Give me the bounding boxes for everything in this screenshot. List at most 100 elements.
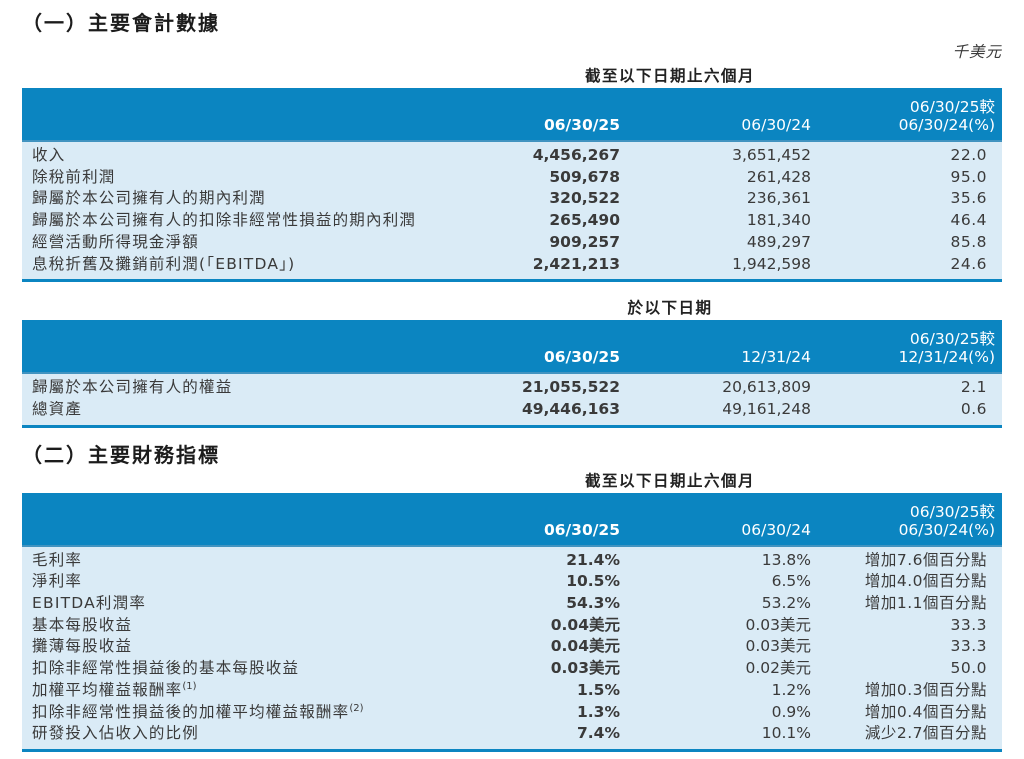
- row-label: 除稅前利潤: [22, 166, 440, 189]
- balance-sheet-table: 06/30/25 12/31/24 06/30/25較 12/31/24(%) 歸…: [22, 320, 1002, 428]
- row-label-text: 研發投入佔收入的比例: [32, 724, 200, 743]
- table-row: 加權平均權益報酬率(1) 1.5% 1.2% 增加0.3個百分點: [22, 679, 1002, 702]
- value-current-period: 1.3%: [440, 701, 620, 724]
- currency-unit-label: 千美元: [952, 43, 1002, 61]
- value-current-period: 21,055,522: [440, 373, 620, 399]
- table-row: 毛利率 21.4% 13.8% 增加7.6個百分點: [22, 545, 1002, 572]
- value-change: 增加7.6個百分點: [811, 545, 1002, 572]
- footnote-marker: (2): [349, 702, 364, 714]
- row-label: 淨利率: [22, 571, 440, 594]
- value-change: 增加0.3個百分點: [811, 679, 1002, 702]
- value-prior-period: 261,428: [620, 166, 811, 189]
- row-label-text: 攤薄每股收益: [32, 637, 133, 656]
- row-label-text: 扣除非經常性損益後的基本每股收益: [32, 659, 300, 678]
- table-row: 基本每股收益 0.04美元 0.03美元 33.3: [22, 614, 1002, 637]
- table-row: EBITDA利潤率 54.3% 53.2% 增加1.1個百分點: [22, 593, 1002, 615]
- value-change: 95.0: [811, 166, 1002, 189]
- row-label-text: 經營活動所得現金淨額: [32, 232, 200, 251]
- row-label: 收入: [22, 141, 440, 167]
- value-prior-period: 0.9%: [620, 701, 811, 724]
- section-title-2: （二）主要財務指標: [22, 442, 220, 467]
- value-prior-period: 49,161,248: [620, 398, 811, 428]
- value-current-period: 0.04美元: [440, 614, 620, 637]
- value-prior-period: 20,613,809: [620, 373, 811, 399]
- table3-body: 毛利率 21.4% 13.8% 增加7.6個百分點 淨利率 10.5% 6.5%…: [22, 545, 1002, 752]
- value-current-period: 0.04美元: [440, 636, 620, 659]
- value-change: 22.0: [811, 141, 1002, 167]
- value-current-period: 2,421,213: [440, 253, 620, 283]
- value-prior-period: 489,297: [620, 231, 811, 254]
- section-title-1: （一）主要會計數據: [22, 11, 220, 35]
- header-change: 06/30/25較 12/31/24(%): [811, 320, 1002, 375]
- value-current-period: 10.5%: [440, 571, 620, 594]
- header-label-spacer: [22, 88, 440, 142]
- row-label-text: 扣除非經常性損益後的加權平均權益報酬率: [32, 702, 350, 721]
- value-prior-period: 181,340: [620, 210, 811, 232]
- value-prior-period: 0.03美元: [620, 636, 811, 659]
- row-label-text: 淨利率: [32, 572, 83, 591]
- row-label-text: 加權平均權益報酬率: [32, 680, 183, 699]
- row-label: 毛利率: [22, 545, 440, 572]
- value-change: 46.4: [811, 210, 1002, 232]
- accounting-data-table: 06/30/25 06/30/24 06/30/25較 06/30/24(%) 收…: [22, 88, 1002, 283]
- value-change: 減少2.7個百分點: [811, 723, 1002, 752]
- value-current-period: 909,257: [440, 231, 620, 254]
- value-current-period: 509,678: [440, 166, 620, 189]
- value-current-period: 4,456,267: [440, 141, 620, 167]
- table2-body: 歸屬於本公司擁有人的權益 21,055,522 20,613,809 2.1 總…: [22, 373, 1002, 428]
- header-row: 06/30/25 06/30/24 06/30/25較 06/30/24(%): [22, 88, 1002, 142]
- value-prior-period: 3,651,452: [620, 141, 811, 167]
- value-change: 85.8: [811, 231, 1002, 254]
- row-label: 歸屬於本公司擁有人的期內利潤: [22, 188, 440, 211]
- value-prior-period: 0.03美元: [620, 614, 811, 637]
- row-label-text: 歸屬於本公司擁有人的扣除非經常性損益的期內利潤: [32, 211, 417, 230]
- header-change-line2: 06/30/24(%): [898, 116, 995, 134]
- value-prior-period: 10.1%: [620, 723, 811, 752]
- table-row: 歸屬於本公司擁有人的權益 21,055,522 20,613,809 2.1: [22, 373, 1002, 399]
- table-row: 扣除非經常性損益後的加權平均權益報酬率(2) 1.3% 0.9% 增加0.4個百…: [22, 701, 1002, 724]
- value-current-period: 49,446,163: [440, 398, 620, 428]
- header-change-line1: 06/30/25較: [909, 330, 995, 349]
- row-label-text: 息稅折舊及攤銷前利潤(「EBITDA」): [32, 254, 296, 273]
- table-row: 歸屬於本公司擁有人的扣除非經常性損益的期內利潤 265,490 181,340 …: [22, 210, 1002, 232]
- header-change: 06/30/25較 06/30/24(%): [811, 492, 1002, 547]
- row-label-text: 基本每股收益: [32, 615, 133, 634]
- table3-header: 06/30/25 06/30/24 06/30/25較 06/30/24(%): [22, 492, 1002, 547]
- table-row: 歸屬於本公司擁有人的期內利潤 320,522 236,361 35.6: [22, 188, 1002, 211]
- value-prior-period: 6.5%: [620, 571, 811, 594]
- table-row: 收入 4,456,267 3,651,452 22.0: [22, 141, 1002, 167]
- row-label-text: 總資產: [32, 399, 83, 418]
- row-label: 研發投入佔收入的比例: [22, 723, 440, 752]
- value-current-period: 0.03美元: [440, 658, 620, 680]
- value-change: 2.1: [811, 373, 1002, 399]
- value-prior-period: 236,361: [620, 188, 811, 211]
- table3-caption: 截至以下日期止六個月: [584, 471, 755, 490]
- value-current-period: 320,522: [440, 188, 620, 211]
- table-row: 研發投入佔收入的比例 7.4% 10.1% 減少2.7個百分點: [22, 723, 1002, 752]
- header-label-spacer: [22, 492, 440, 547]
- table-row: 經營活動所得現金淨額 909,257 489,297 85.8: [22, 231, 1002, 254]
- header-row: 06/30/25 12/31/24 06/30/25較 12/31/24(%): [22, 320, 1002, 375]
- value-prior-period: 13.8%: [620, 545, 811, 572]
- header-change-line2: 12/31/24(%): [898, 348, 995, 367]
- row-label: 歸屬於本公司擁有人的扣除非經常性損益的期內利潤: [22, 210, 440, 232]
- row-label: 扣除非經常性損益後的加權平均權益報酬率(2): [22, 701, 440, 724]
- row-label-text: 毛利率: [32, 550, 83, 569]
- header-date-prior: 06/30/24: [620, 492, 811, 547]
- table-row: 除稅前利潤 509,678 261,428 95.0: [22, 166, 1002, 189]
- footnote-marker: (1): [182, 680, 197, 692]
- table-row: 攤薄每股收益 0.04美元 0.03美元 33.3: [22, 636, 1002, 659]
- value-prior-period: 53.2%: [620, 593, 811, 615]
- value-change: 0.6: [811, 398, 1002, 428]
- table1-body: 收入 4,456,267 3,651,452 22.0 除稅前利潤 509,67…: [22, 141, 1002, 283]
- row-label: 加權平均權益報酬率(1): [22, 679, 440, 702]
- header-date-current: 06/30/25: [440, 320, 620, 375]
- value-current-period: 54.3%: [440, 593, 620, 615]
- header-change-line2: 06/30/24(%): [898, 520, 995, 539]
- header-date-current: 06/30/25: [440, 492, 620, 547]
- value-current-period: 7.4%: [440, 723, 620, 752]
- row-label-text: 收入: [32, 146, 66, 164]
- financial-indicators-table: 06/30/25 06/30/24 06/30/25較 06/30/24(%) 毛…: [22, 492, 1002, 752]
- row-label: 經營活動所得現金淨額: [22, 231, 440, 254]
- header-date-current: 06/30/25: [440, 88, 620, 142]
